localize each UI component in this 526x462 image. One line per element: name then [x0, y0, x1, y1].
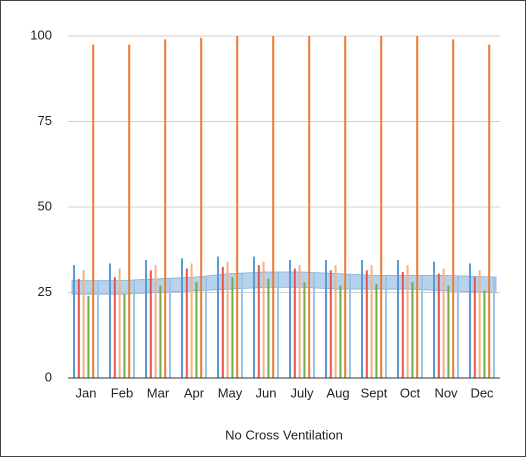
- bar: [128, 44, 131, 379]
- x-tick-label: Apr: [184, 385, 205, 400]
- bar: [308, 36, 311, 378]
- bar: [298, 265, 301, 378]
- bar: [226, 261, 229, 378]
- bar: [361, 260, 363, 378]
- x-tick-label: Aug: [326, 385, 349, 400]
- x-tick-label: Jan: [76, 385, 97, 400]
- bar: [109, 263, 111, 378]
- bar: [469, 263, 471, 378]
- bar: [97, 280, 99, 378]
- bar: [82, 270, 85, 378]
- bar: [277, 271, 279, 378]
- bar: [267, 278, 270, 378]
- bar: [334, 265, 337, 378]
- bar: [145, 260, 147, 378]
- y-tick-label: 75: [38, 113, 52, 128]
- bar: [123, 294, 126, 378]
- bar: [164, 39, 167, 379]
- y-tick-label: 50: [38, 198, 52, 213]
- x-tick-label: May: [218, 385, 243, 400]
- x-tick-label: July: [290, 385, 314, 400]
- bar: [253, 256, 255, 378]
- x-axis-title: No Cross Ventilation: [225, 427, 343, 442]
- bar: [185, 268, 188, 378]
- bar: [113, 277, 116, 378]
- bar: [397, 260, 399, 378]
- bar: [313, 271, 315, 378]
- bar: [478, 270, 481, 378]
- bar: [133, 280, 135, 378]
- bar: [289, 260, 291, 378]
- bar: [433, 261, 435, 378]
- x-tick-label: Jun: [256, 385, 277, 400]
- bar: [73, 265, 75, 378]
- bar: [149, 270, 152, 378]
- bar: [493, 277, 495, 378]
- bar: [159, 285, 162, 378]
- x-tick-label: Feb: [111, 385, 133, 400]
- bar: [77, 278, 80, 378]
- bar: [483, 290, 486, 378]
- bar: [195, 282, 198, 378]
- bar: [349, 273, 351, 378]
- x-tick-label: Oct: [400, 385, 421, 400]
- bar: [181, 258, 183, 378]
- x-tick-label: Mar: [147, 385, 170, 400]
- bar: [370, 265, 373, 378]
- bar: [169, 278, 171, 378]
- x-tick-label: Nov: [434, 385, 458, 400]
- bar: [154, 265, 157, 378]
- bar: [421, 275, 423, 378]
- bar: [411, 282, 414, 378]
- bar: [303, 282, 306, 378]
- bar: [262, 261, 265, 378]
- y-tick-label: 100: [30, 27, 52, 42]
- bar: [241, 273, 243, 378]
- bar: [339, 285, 342, 378]
- y-tick-label: 0: [45, 369, 52, 384]
- bar: [92, 44, 95, 379]
- bar: [365, 270, 368, 378]
- bar: [217, 256, 219, 378]
- bar: [442, 268, 445, 378]
- bar: [457, 275, 459, 378]
- bar: [257, 265, 260, 378]
- bar: [416, 36, 419, 378]
- y-tick-label: 25: [38, 284, 52, 299]
- bar: [385, 275, 387, 378]
- bar: [205, 277, 207, 378]
- bar: [272, 36, 275, 378]
- bar: [293, 268, 296, 378]
- bar: [437, 273, 440, 378]
- bar: [190, 263, 193, 378]
- bar: [375, 283, 378, 378]
- bar: [221, 266, 224, 378]
- bar: [236, 36, 239, 378]
- bar: [344, 36, 347, 378]
- x-tick-label: Sept: [361, 385, 388, 400]
- bar: [447, 285, 450, 378]
- bar: [329, 270, 332, 378]
- bar: [231, 277, 234, 378]
- bar: [87, 295, 90, 378]
- bar: [380, 36, 383, 378]
- bar: [200, 37, 203, 379]
- x-tick-label: Dec: [470, 385, 494, 400]
- range-band: [71, 271, 497, 295]
- bar: [406, 265, 409, 378]
- bar: [401, 271, 404, 378]
- bar: [452, 39, 455, 379]
- bar: [473, 277, 476, 378]
- bar: [118, 268, 121, 378]
- bar: [488, 44, 491, 379]
- bar: [325, 260, 327, 378]
